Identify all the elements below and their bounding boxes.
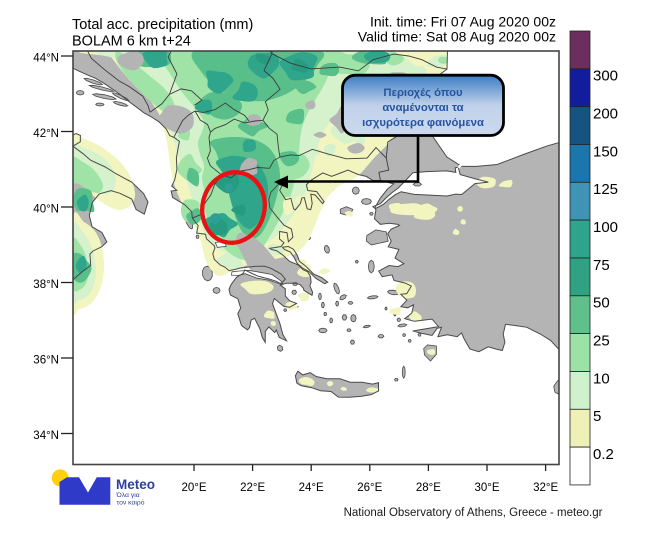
svg-text:Init. time: Fri 07 Aug 2020 00: Init. time: Fri 07 Aug 2020 00z [370, 14, 556, 30]
svg-text:125: 125 [593, 181, 618, 198]
svg-text:32°E: 32°E [533, 482, 558, 494]
svg-text:Valid time: Sat 08 Aug 2020 00: Valid time: Sat 08 Aug 2020 00z [358, 29, 556, 45]
svg-text:10: 10 [593, 370, 610, 387]
svg-text:National Observatory of Athens: National Observatory of Athens, Greece -… [344, 507, 603, 519]
svg-text:25: 25 [593, 332, 610, 349]
svg-text:42°N: 42°N [33, 128, 59, 140]
svg-text:28°E: 28°E [416, 482, 441, 494]
svg-text:36°N: 36°N [33, 355, 59, 367]
svg-text:300: 300 [593, 68, 618, 85]
svg-text:200: 200 [593, 106, 618, 123]
svg-text:αναμένονται τα: αναμένονται τα [382, 102, 463, 114]
svg-text:34°N: 34°N [33, 430, 59, 442]
svg-text:τον καιρό: τον καιρό [117, 499, 145, 507]
svg-text:BOLAM 6 km t+24: BOLAM 6 km t+24 [72, 34, 191, 50]
svg-text:Meteo: Meteo [116, 477, 155, 492]
svg-text:24°E: 24°E [299, 482, 324, 494]
svg-text:22°E: 22°E [240, 482, 265, 494]
svg-text:5: 5 [593, 408, 601, 425]
svg-text:40°N: 40°N [33, 204, 59, 216]
svg-text:75: 75 [593, 257, 610, 274]
svg-text:44°N: 44°N [33, 53, 59, 65]
svg-text:Όλα για: Όλα για [116, 492, 140, 499]
svg-text:20°E: 20°E [181, 482, 206, 494]
svg-text:30°E: 30°E [474, 482, 499, 494]
svg-text:0.2: 0.2 [593, 446, 614, 463]
svg-text:50: 50 [593, 295, 610, 312]
svg-text:38°N: 38°N [33, 279, 59, 291]
svg-text:ισχυρότερα φαινόμενα: ισχυρότερα φαινόμενα [362, 117, 484, 129]
svg-text:Περιοχές όπου: Περιοχές όπου [383, 87, 463, 99]
svg-text:Total acc. precipitation (mm): Total acc. precipitation (mm) [72, 17, 253, 33]
svg-text:150: 150 [593, 143, 618, 160]
svg-text:100: 100 [593, 219, 618, 236]
svg-text:26°E: 26°E [357, 482, 382, 494]
